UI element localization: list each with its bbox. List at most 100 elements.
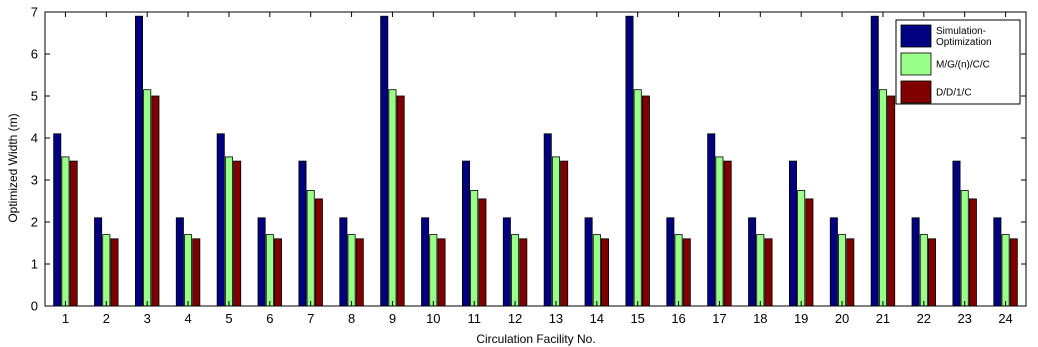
bar-simulation-optimization-16 — [666, 217, 675, 307]
y-tick-label-0: 0 — [31, 299, 38, 314]
bar-simulation-optimization-7 — [298, 160, 307, 307]
bar-simulation-optimization-11 — [461, 160, 470, 307]
bar-d-d-1-c-1 — [69, 160, 78, 307]
y-tick-label-2: 2 — [31, 215, 38, 230]
bar-d-d-1-c-22 — [928, 238, 937, 307]
bar-d-d-1-c-2 — [110, 238, 119, 307]
bar-m-g-n-c-c-8 — [347, 234, 356, 307]
bar-simulation-optimization-15 — [625, 15, 634, 307]
bar-simulation-optimization-5 — [216, 133, 225, 307]
legend-swatch-2 — [900, 80, 932, 104]
x-tick-label-17: 17 — [712, 311, 726, 326]
y-tick-label-6: 6 — [31, 47, 38, 62]
y-tick-label-4: 4 — [31, 131, 38, 146]
bar-simulation-optimization-17 — [707, 133, 716, 307]
bar-m-g-n-c-c-23 — [960, 190, 969, 307]
x-tick-label-8: 8 — [348, 311, 355, 326]
bar-d-d-1-c-8 — [355, 238, 364, 307]
x-tick-label-24: 24 — [998, 311, 1012, 326]
bars-layer — [53, 15, 1018, 307]
bar-d-d-1-c-3 — [151, 95, 160, 307]
x-axis-label: Circulation Facility No. — [476, 332, 595, 346]
bar-m-g-n-c-c-16 — [674, 234, 683, 307]
bar-d-d-1-c-4 — [192, 238, 201, 307]
bar-d-d-1-c-14 — [601, 238, 610, 307]
bar-simulation-optimization-24 — [993, 217, 1002, 307]
bar-m-g-n-c-c-1 — [61, 156, 70, 307]
x-tick-label-11: 11 — [467, 311, 481, 326]
bar-simulation-optimization-1 — [53, 133, 62, 307]
plot-frame — [44, 11, 1027, 307]
bar-m-g-n-c-c-2 — [102, 234, 111, 307]
bar-d-d-1-c-19 — [805, 198, 814, 307]
bar-m-g-n-c-c-12 — [511, 234, 520, 307]
bar-m-g-n-c-c-11 — [470, 190, 479, 307]
bar-m-g-n-c-c-21 — [878, 89, 887, 307]
legend-label-0-line-0: Simulation- — [936, 26, 986, 37]
bar-d-d-1-c-12 — [519, 238, 528, 307]
bar-d-d-1-c-5 — [233, 160, 242, 307]
x-tick-label-14: 14 — [590, 311, 604, 326]
legend-label-2: D/D/1/C — [936, 88, 972, 99]
bar-simulation-optimization-18 — [748, 217, 757, 307]
y-tick-label-7: 7 — [31, 5, 38, 20]
bar-simulation-optimization-2 — [94, 217, 103, 307]
bar-d-d-1-c-17 — [723, 160, 732, 307]
bar-m-g-n-c-c-6 — [265, 234, 274, 307]
bar-simulation-optimization-14 — [584, 217, 593, 307]
y-tick-label-1: 1 — [31, 257, 38, 272]
legend-label-0-line-1: Optimization — [936, 37, 992, 48]
bar-m-g-n-c-c-3 — [143, 89, 152, 307]
bar-m-g-n-c-c-24 — [1001, 234, 1010, 307]
x-tick-label-23: 23 — [957, 311, 971, 326]
bar-d-d-1-c-6 — [274, 238, 283, 307]
x-tick-label-12: 12 — [508, 311, 522, 326]
x-tick-label-19: 19 — [794, 311, 808, 326]
legend-swatch-1 — [900, 52, 932, 76]
x-tick-label-6: 6 — [266, 311, 273, 326]
bar-m-g-n-c-c-9 — [388, 89, 397, 307]
legend-label-1: M/G/(n)/C/C — [936, 60, 990, 71]
bar-m-g-n-c-c-4 — [184, 234, 193, 307]
x-tick-label-22: 22 — [917, 311, 931, 326]
bar-m-g-n-c-c-22 — [919, 234, 928, 307]
x-tick-label-13: 13 — [549, 311, 563, 326]
bar-d-d-1-c-20 — [846, 238, 855, 307]
bar-d-d-1-c-11 — [478, 198, 487, 307]
bar-m-g-n-c-c-15 — [633, 89, 642, 307]
bar-simulation-optimization-12 — [502, 217, 511, 307]
bar-d-d-1-c-9 — [396, 95, 405, 307]
y-tick-label-3: 3 — [31, 173, 38, 188]
x-tick-label-2: 2 — [103, 311, 110, 326]
x-tick-label-3: 3 — [144, 311, 151, 326]
legend-swatch-0 — [900, 24, 932, 48]
bar-simulation-optimization-3 — [134, 15, 143, 307]
bar-simulation-optimization-21 — [870, 15, 879, 307]
bar-d-d-1-c-15 — [641, 95, 650, 307]
bar-simulation-optimization-19 — [788, 160, 797, 307]
bar-m-g-n-c-c-14 — [592, 234, 601, 307]
bar-m-g-n-c-c-19 — [797, 190, 806, 307]
bar-d-d-1-c-13 — [560, 160, 569, 307]
bar-simulation-optimization-23 — [952, 160, 961, 307]
bar-simulation-optimization-13 — [543, 133, 552, 307]
bar-d-d-1-c-23 — [968, 198, 977, 307]
x-tick-label-21: 21 — [876, 311, 890, 326]
x-tick-label-20: 20 — [835, 311, 849, 326]
bar-m-g-n-c-c-13 — [551, 156, 560, 307]
bar-d-d-1-c-16 — [682, 238, 691, 307]
bar-simulation-optimization-20 — [829, 217, 838, 307]
bar-simulation-optimization-6 — [257, 217, 266, 307]
bar-d-d-1-c-7 — [314, 198, 323, 307]
x-tick-label-10: 10 — [426, 311, 440, 326]
y-axis-label: Optimized Width (m) — [6, 113, 20, 222]
bar-m-g-n-c-c-10 — [429, 234, 438, 307]
x-tick-label-15: 15 — [630, 311, 644, 326]
bar-d-d-1-c-10 — [437, 238, 446, 307]
bar-m-g-n-c-c-20 — [838, 234, 847, 307]
bar-m-g-n-c-c-18 — [756, 234, 765, 307]
bar-d-d-1-c-24 — [1009, 238, 1018, 307]
